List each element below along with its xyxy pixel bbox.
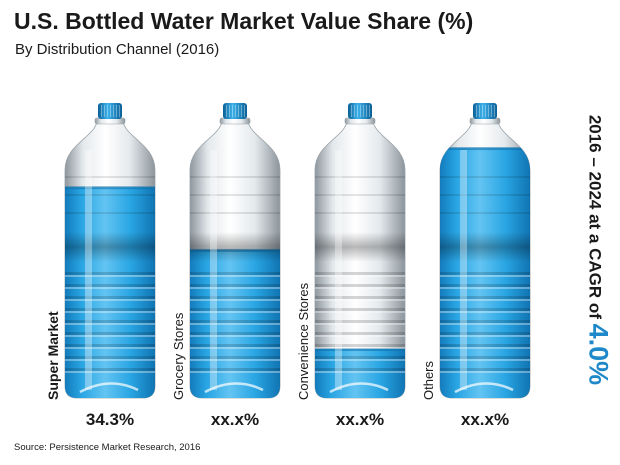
bottle-others: Others xx.x% bbox=[421, 103, 531, 429]
bottle-super-market: Super Market 34.3% bbox=[45, 103, 156, 429]
cagr-callout: 2016 – 2024 at a CAGR of 4.0% bbox=[583, 115, 614, 385]
value-label: xx.x% bbox=[461, 410, 509, 429]
bottle-cap bbox=[348, 103, 372, 119]
category-label: Convenience Stores bbox=[296, 282, 311, 400]
bottle-cap bbox=[473, 103, 497, 119]
chart-title: U.S. Bottled Water Market Value Share (%… bbox=[14, 8, 474, 34]
bottle-cap bbox=[223, 103, 247, 119]
category-label: Others bbox=[421, 360, 436, 400]
category-label: Grocery Stores bbox=[171, 312, 186, 400]
water-fill bbox=[65, 187, 155, 398]
chart-subtitle: By Distribution Channel (2016) bbox=[15, 41, 220, 58]
bottle-grocery-stores: Grocery Stores xx.x% bbox=[171, 103, 281, 429]
water-fill bbox=[315, 349, 405, 398]
cagr-value: 4.0% bbox=[583, 323, 614, 386]
value-label: xx.x% bbox=[336, 410, 384, 429]
water-fill bbox=[440, 148, 530, 398]
bottle-cap bbox=[98, 103, 122, 119]
category-label: Super Market bbox=[45, 311, 61, 400]
bottle-convenience-stores: Convenience Stores xx.x% bbox=[296, 103, 406, 429]
value-label: xx.x% bbox=[211, 410, 259, 429]
value-label: 34.3% bbox=[86, 410, 134, 429]
water-fill bbox=[190, 249, 280, 398]
source-note: Source: Persistence Market Research, 201… bbox=[14, 442, 201, 453]
cagr-prefix: 2016 – 2024 at a CAGR of bbox=[585, 114, 605, 324]
